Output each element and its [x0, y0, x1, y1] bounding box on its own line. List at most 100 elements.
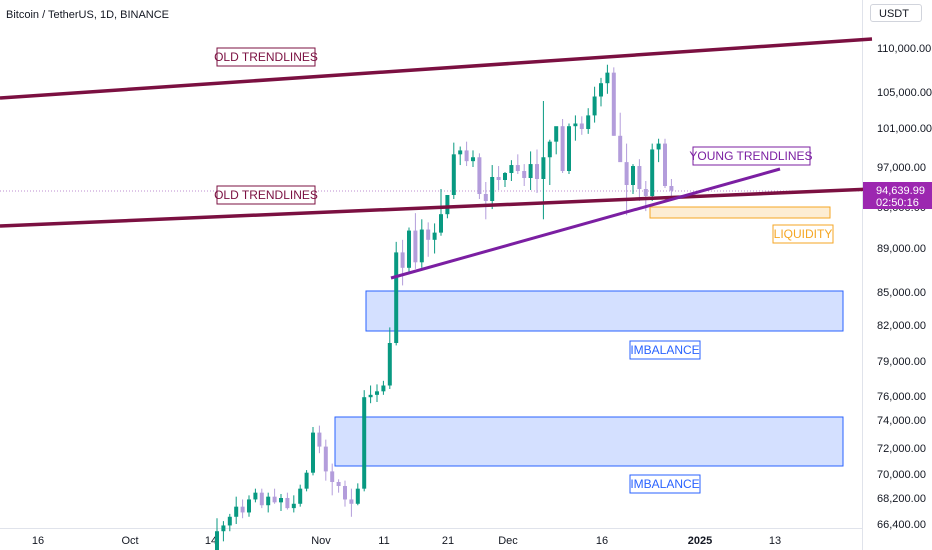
- candle[interactable]: [611, 67, 616, 136]
- candle-body: [605, 72, 610, 84]
- candle[interactable]: [579, 116, 584, 135]
- candle[interactable]: [291, 495, 296, 513]
- candle[interactable]: [349, 488, 354, 517]
- candle[interactable]: [336, 479, 341, 493]
- candle[interactable]: [215, 518, 219, 550]
- candle[interactable]: [471, 150, 475, 167]
- imbalance-zone-lower[interactable]: [334, 416, 844, 467]
- candle-body: [426, 229, 431, 240]
- label-imbalance-upper[interactable]: IMBALANCE: [629, 340, 701, 360]
- candle[interactable]: [567, 123, 571, 175]
- candle[interactable]: [496, 166, 501, 190]
- candle[interactable]: [298, 484, 303, 507]
- candle-body: [535, 164, 539, 179]
- candle[interactable]: [311, 427, 315, 476]
- candle[interactable]: [599, 77, 603, 107]
- candle[interactable]: [522, 164, 527, 186]
- label-old-trendlines-top[interactable]: OLD TRENDLINES: [214, 47, 318, 67]
- candle[interactable]: [317, 425, 322, 454]
- candle[interactable]: [432, 223, 437, 254]
- candle[interactable]: [221, 521, 226, 542]
- candle[interactable]: [528, 151, 533, 190]
- time-tick-label: Nov: [311, 535, 331, 547]
- imbalance-zone-upper[interactable]: [365, 290, 844, 332]
- candle[interactable]: [362, 390, 367, 492]
- candle-body: [330, 471, 335, 482]
- label-young-trendlines[interactable]: YOUNG TRENDLINES: [689, 146, 813, 166]
- candle[interactable]: [618, 112, 623, 163]
- candle[interactable]: [407, 227, 411, 273]
- candle[interactable]: [451, 142, 456, 199]
- candle[interactable]: [535, 149, 539, 193]
- label-old-trendlines-bottom[interactable]: OLD TRENDLINES: [214, 185, 318, 205]
- candle-body: [490, 177, 495, 201]
- candle-body: [611, 72, 616, 136]
- candle[interactable]: [253, 488, 258, 503]
- candle[interactable]: [631, 164, 635, 194]
- candle[interactable]: [400, 239, 405, 286]
- candle[interactable]: [624, 143, 629, 216]
- candle[interactable]: [419, 219, 424, 268]
- candle[interactable]: [240, 499, 245, 519]
- candle[interactable]: [227, 513, 232, 532]
- candle[interactable]: [304, 470, 309, 492]
- candle-body: [227, 516, 232, 526]
- candle[interactable]: [285, 492, 290, 510]
- candle-body: [298, 488, 303, 504]
- candle-body: [541, 157, 546, 179]
- old-trendline-bottom[interactable]: [0, 187, 873, 228]
- candle[interactable]: [573, 115, 578, 141]
- time-axis[interactable]: [0, 528, 862, 550]
- currency-selector[interactable]: USDT: [870, 4, 922, 22]
- candle[interactable]: [330, 463, 335, 496]
- candle[interactable]: [650, 143, 655, 201]
- candle-body: [419, 229, 424, 263]
- candle[interactable]: [272, 488, 277, 504]
- candle[interactable]: [490, 165, 495, 210]
- candle[interactable]: [266, 492, 271, 513]
- candle[interactable]: [464, 141, 469, 167]
- candle[interactable]: [656, 138, 661, 163]
- candle-body: [387, 343, 392, 386]
- candle[interactable]: [375, 384, 379, 402]
- candle[interactable]: [355, 483, 360, 506]
- price-axis[interactable]: [862, 0, 932, 550]
- time-tick-label: 13: [769, 535, 781, 547]
- candle[interactable]: [509, 160, 514, 181]
- candle[interactable]: [381, 380, 386, 395]
- candle[interactable]: [413, 213, 418, 269]
- candle[interactable]: [343, 480, 347, 507]
- candle[interactable]: [483, 182, 488, 220]
- candle[interactable]: [368, 385, 373, 404]
- candle[interactable]: [663, 138, 667, 188]
- candle[interactable]: [458, 146, 463, 166]
- candle[interactable]: [247, 495, 251, 517]
- candle[interactable]: [547, 139, 552, 185]
- candle[interactable]: [394, 241, 399, 346]
- liquidity-zone[interactable]: [649, 206, 831, 219]
- candle-body: [599, 83, 603, 97]
- candle[interactable]: [592, 86, 597, 123]
- candle[interactable]: [554, 126, 559, 155]
- candle[interactable]: [279, 494, 283, 511]
- candle[interactable]: [439, 189, 443, 236]
- candle[interactable]: [323, 439, 328, 481]
- candle[interactable]: [560, 119, 565, 173]
- label-liquidity[interactable]: LIQUIDITY: [772, 224, 834, 244]
- candle[interactable]: [586, 108, 591, 134]
- candle[interactable]: [387, 327, 392, 389]
- label-imbalance-lower[interactable]: IMBALANCE: [629, 474, 701, 494]
- candle[interactable]: [426, 222, 431, 257]
- candle[interactable]: [515, 154, 520, 174]
- young-trendline[interactable]: [390, 167, 781, 280]
- candle[interactable]: [637, 159, 642, 201]
- candle[interactable]: [477, 153, 482, 199]
- candle[interactable]: [503, 172, 507, 187]
- candle[interactable]: [234, 496, 239, 524]
- candle[interactable]: [605, 64, 610, 94]
- candle[interactable]: [259, 488, 264, 509]
- candle[interactable]: [541, 101, 546, 220]
- old-trendline-top[interactable]: [0, 37, 873, 100]
- candle-body: [439, 214, 443, 233]
